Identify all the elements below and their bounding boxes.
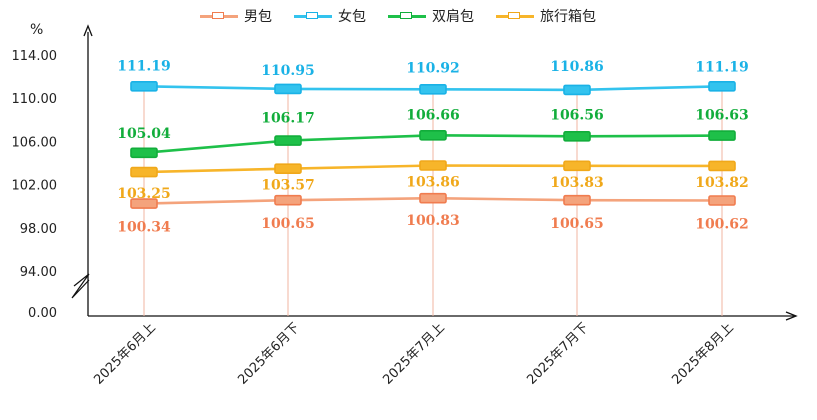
legend-item-3: 旅行箱包 — [496, 6, 596, 26]
legend-swatch-1 — [294, 9, 332, 23]
axis-break-icon — [71, 273, 90, 299]
data-label: 106.17 — [261, 111, 315, 127]
y-axis-arrow-icon — [83, 24, 93, 37]
data-label: 111.19 — [695, 59, 749, 75]
data-label: 106.66 — [406, 107, 460, 123]
series-2 — [130, 129, 736, 159]
chart-legend: 男包 女包 双肩包 旅行箱包 — [200, 6, 596, 26]
series-3 — [130, 160, 736, 178]
x-tick-label: 2025年7月下 — [524, 320, 591, 387]
data-point-marker — [419, 129, 447, 141]
legend-item-1: 女包 — [294, 6, 366, 26]
data-label: 100.62 — [695, 217, 749, 233]
data-label: 110.92 — [406, 60, 460, 76]
y-tick-label: 114.00 — [12, 49, 58, 64]
data-label: 100.65 — [261, 216, 315, 232]
data-label: 110.86 — [550, 59, 604, 75]
data-point-marker — [708, 130, 736, 141]
legend-label-0: 男包 — [244, 9, 272, 25]
x-tick-label: 2025年6月下 — [235, 320, 302, 387]
y-tick-label: 98.00 — [20, 222, 57, 237]
y-tick-label: 0.00 — [28, 306, 57, 321]
legend-item-2: 双肩包 — [388, 6, 474, 26]
legend-swatch-3 — [496, 9, 534, 23]
series-1 — [130, 81, 736, 96]
legend-label-3: 旅行箱包 — [540, 9, 596, 25]
data-point-marker — [419, 83, 447, 95]
y-tick-label: 102.00 — [12, 179, 58, 194]
x-tick-label: 2025年6月上 — [91, 320, 158, 387]
x-tick-label: 2025年7月上 — [380, 320, 447, 387]
legend-swatch-0 — [200, 9, 238, 23]
data-point-marker — [563, 194, 591, 206]
legend-label-2: 双肩包 — [432, 9, 474, 25]
x-tick-label: 2025年8月上 — [669, 320, 736, 387]
data-label: 100.83 — [406, 213, 460, 229]
y-axis-unit: % — [30, 22, 44, 38]
legend-item-0: 男包 — [200, 6, 272, 26]
data-point-marker — [274, 135, 302, 146]
data-point-marker — [708, 195, 736, 206]
data-point-marker — [708, 160, 736, 172]
series-0 — [130, 192, 736, 209]
data-point-marker — [130, 81, 158, 92]
y-tick-label: 110.00 — [12, 92, 58, 107]
data-label: 106.56 — [550, 107, 604, 123]
data-label: 106.63 — [695, 108, 749, 124]
y-tick-label: 94.00 — [20, 265, 57, 280]
data-label: 103.25 — [117, 186, 171, 202]
data-point-marker — [563, 131, 591, 142]
data-point-marker — [274, 163, 302, 174]
data-label: 110.95 — [261, 63, 315, 79]
data-point-marker — [419, 160, 447, 171]
x-axis-arrow-icon — [785, 311, 798, 321]
data-point-marker — [130, 198, 158, 209]
data-labels-layer: 100.34 100.65 100.83 100.65 100.62 111.19 110.… — [117, 58, 749, 235]
data-label: 103.83 — [550, 175, 604, 191]
data-label: 103.86 — [406, 175, 460, 191]
data-point-marker — [274, 83, 302, 95]
data-point-marker — [563, 160, 591, 172]
series-layer — [130, 81, 736, 209]
data-label: 103.57 — [261, 178, 315, 194]
data-point-marker — [130, 166, 158, 178]
data-label: 100.65 — [550, 216, 604, 232]
y-tick-label: 106.00 — [12, 135, 58, 150]
data-label: 100.34 — [117, 220, 171, 236]
data-label: 105.04 — [117, 126, 171, 142]
legend-label-1: 女包 — [338, 9, 366, 25]
chart-axes: 0.00 94.00 98.00 102.00 106.00 110.00 114.00 20… — [12, 24, 798, 388]
data-label: 111.19 — [117, 58, 171, 74]
data-point-marker — [419, 192, 447, 204]
data-point-marker — [130, 147, 158, 159]
data-point-marker — [563, 84, 591, 96]
legend-swatch-2 — [388, 9, 426, 23]
data-label: 103.82 — [695, 175, 749, 191]
data-point-marker — [274, 194, 302, 206]
data-point-marker — [708, 81, 736, 92]
